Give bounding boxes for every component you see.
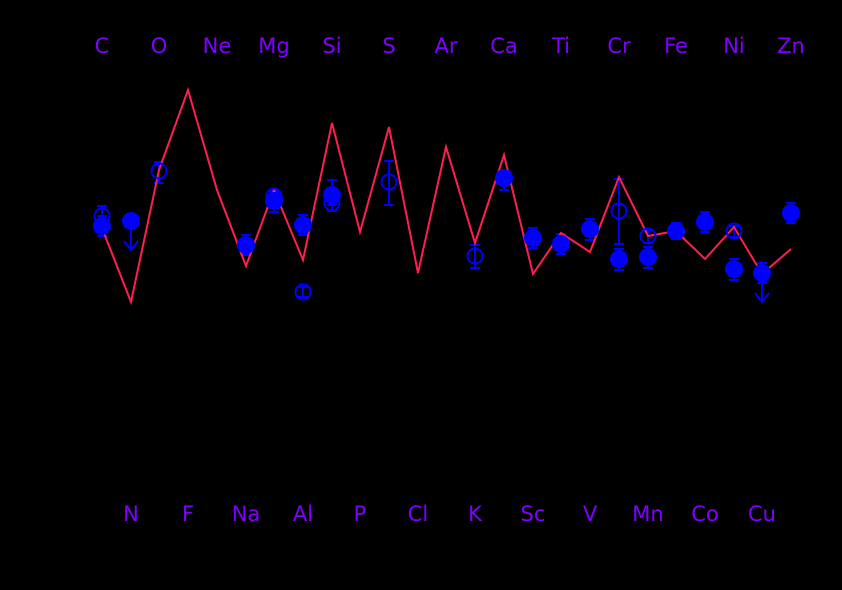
data-points	[93, 162, 800, 301]
data-point-open	[150, 162, 168, 180]
element-label-c: C	[94, 34, 110, 58]
element-label-ca: Ca	[490, 34, 518, 58]
data-point-filled	[237, 236, 255, 254]
element-label-cl: Cl	[407, 502, 429, 526]
element-label-al: Al	[292, 502, 314, 526]
data-point-filled	[725, 260, 743, 278]
data-point-filled	[495, 169, 513, 187]
data-point-filled	[667, 222, 685, 240]
element-label-si: Si	[322, 34, 342, 58]
element-label-p: P	[353, 502, 367, 526]
arrow-head-icon	[123, 240, 139, 252]
data-point-open	[93, 207, 111, 225]
data-point-filled	[753, 264, 771, 282]
data-point-open	[294, 283, 312, 301]
element-label-ne: Ne	[202, 34, 232, 58]
data-point-filled	[122, 212, 140, 230]
data-point-open	[265, 187, 283, 205]
element-label-f: F	[181, 502, 195, 526]
element-label-s: S	[382, 34, 396, 58]
element-label-na: Na	[231, 502, 261, 526]
data-point-filled	[639, 248, 657, 266]
data-point-open	[323, 194, 341, 212]
data-point-filled	[782, 204, 800, 222]
element-label-mg: Mg	[258, 34, 290, 58]
element-label-ti: Ti	[551, 34, 571, 58]
data-point-filled	[524, 229, 542, 247]
element-label-cr: Cr	[607, 34, 631, 58]
element-label-ar: Ar	[434, 34, 458, 58]
data-point-filled	[581, 220, 599, 238]
element-label-co: Co	[691, 502, 719, 526]
element-label-n: N	[123, 502, 139, 526]
element-label-zn: Zn	[777, 34, 805, 58]
data-point-filled	[696, 213, 714, 231]
element-label-k: K	[468, 502, 482, 526]
data-point-filled	[265, 192, 283, 210]
data-point-filled	[610, 250, 628, 268]
data-point-filled	[294, 216, 312, 234]
data-point-open	[380, 173, 398, 191]
element-label-fe: Fe	[664, 34, 688, 58]
element-label-cu: Cu	[748, 502, 776, 526]
data-point-open	[466, 247, 484, 265]
data-point-open	[610, 202, 628, 220]
data-point-open	[639, 227, 657, 245]
element-label-ni: Ni	[723, 34, 745, 58]
element-label-mn: Mn	[632, 502, 664, 526]
element-label-o: O	[150, 34, 168, 58]
data-point-filled	[552, 235, 570, 253]
arrow-head-icon	[754, 292, 770, 304]
element-label-sc: Sc	[520, 502, 546, 526]
element-label-v: V	[582, 502, 598, 526]
data-point-open	[725, 222, 743, 240]
